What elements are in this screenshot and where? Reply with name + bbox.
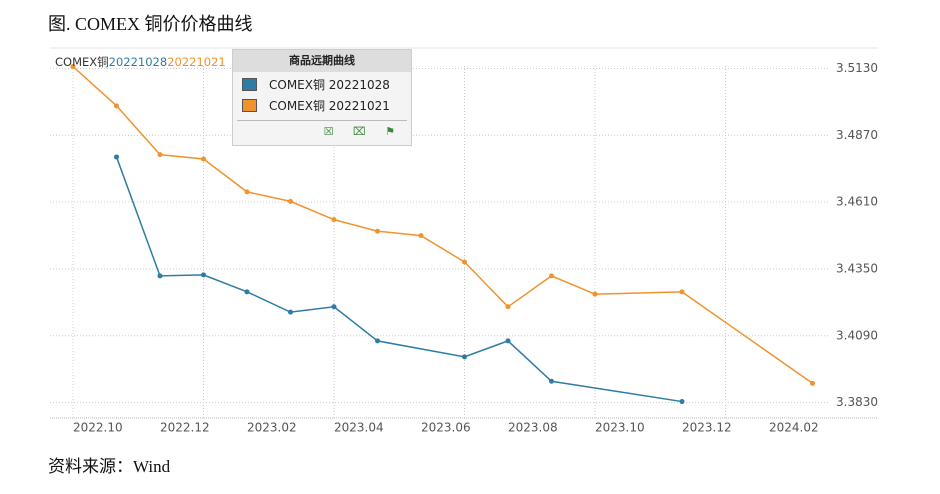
data-point <box>679 289 685 295</box>
x-tick-label: 2023.12 <box>682 421 732 435</box>
data-point <box>288 198 293 204</box>
data-point <box>331 304 337 310</box>
data-point <box>331 217 337 223</box>
data-point <box>418 233 424 239</box>
series-line <box>115 156 683 403</box>
separator <box>237 120 407 121</box>
legend-entry[interactable]: COMEX铜 20221028 <box>233 75 411 93</box>
data-point <box>114 154 119 160</box>
data-point <box>201 272 206 278</box>
panel-title: 商品远期曲线 <box>233 50 411 72</box>
header-item: 20221021 <box>167 55 226 69</box>
header-prefix: COMEX铜 <box>55 55 109 69</box>
x-tick-label: 2022.10 <box>73 421 123 435</box>
figure-title: 图. COMEX 铜价价格曲线 <box>48 14 253 34</box>
source-note: 资料来源：Wind <box>48 457 171 476</box>
data-point <box>201 156 206 162</box>
legend-entry[interactable]: COMEX铜 20221021 <box>233 96 411 114</box>
x-tick-label: 2023.02 <box>247 421 297 435</box>
data-point <box>114 103 119 109</box>
data-point <box>244 289 250 295</box>
data-point <box>375 338 380 344</box>
data-point <box>549 378 554 384</box>
data-point <box>505 338 511 344</box>
y-tick-label: 3.4610 <box>836 195 878 209</box>
x-tick-label: 2023.10 <box>595 421 645 435</box>
data-point <box>157 152 163 158</box>
legend-label: COMEX铜 20221028 <box>269 77 390 92</box>
data-point <box>375 228 380 234</box>
header-item: 20221028 <box>108 55 168 69</box>
legend-header: COMEX铜2022102820221021 <box>55 54 226 70</box>
data-point <box>505 304 511 310</box>
y-tick-label: 3.4090 <box>836 328 878 342</box>
legend-panel: 商品远期曲线 COMEX铜 20221028 COMEX铜 20221021 ☒… <box>232 49 412 146</box>
toolbar[interactable]: ☒ ⌧ ⚑ <box>323 125 403 138</box>
legend-swatch <box>242 77 257 91</box>
data-point <box>549 273 554 279</box>
data-point <box>462 259 467 265</box>
y-tick-label: 3.3830 <box>836 395 878 409</box>
data-point <box>462 354 467 360</box>
data-point <box>810 380 815 386</box>
data-point <box>70 64 76 69</box>
legend-swatch <box>242 98 257 112</box>
y-tick-label: 3.4350 <box>836 261 878 275</box>
data-point <box>288 309 293 315</box>
y-tick-label: 3.4870 <box>836 128 878 142</box>
x-tick-label: 2024.02 <box>769 421 819 435</box>
x-tick-label: 2022.12 <box>160 421 210 435</box>
data-point <box>592 291 598 297</box>
data-point <box>244 189 250 195</box>
x-tick-label: 2023.06 <box>421 421 471 435</box>
x-tick-label: 2023.08 <box>508 421 558 435</box>
legend-label: COMEX铜 20221021 <box>269 98 390 113</box>
x-tick-label: 2023.04 <box>334 421 384 435</box>
data-point <box>679 399 685 405</box>
data-point <box>157 273 163 279</box>
y-tick-label: 3.5130 <box>836 61 878 75</box>
